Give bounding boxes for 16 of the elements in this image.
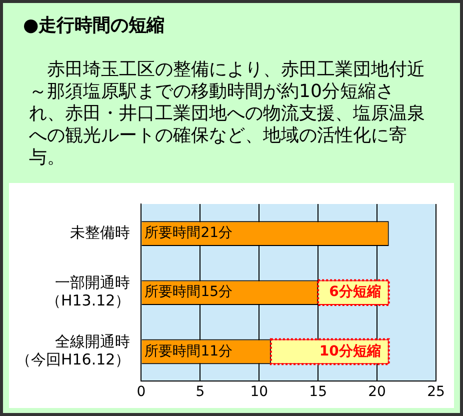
x-tick-label: 20 <box>368 384 386 400</box>
x-tick-label: 10 <box>250 384 268 400</box>
x-tick-label: 15 <box>309 384 328 400</box>
x-tick-label: 0 <box>136 384 146 400</box>
chart-subtitle: 赤田埼玉工区の整備により、赤田工業団地付近～那須塩原駅までの移動時間が約10分短縮され、赤田・井口工業団地への物流支援、塩原温泉への観光ルートの確保など、地域の活性化に寄与。 <box>29 59 426 169</box>
data-label: 所要時間21分 <box>144 225 233 242</box>
y-tick-label: 未整備時 <box>70 223 130 242</box>
x-tick-label: 5 <box>196 384 205 400</box>
data-label: 6分短縮 <box>329 283 381 300</box>
x-tick-label: 25 <box>427 384 445 400</box>
chart-title: ●走行時間の短縮 <box>23 14 165 37</box>
data-label: 所要時間15分 <box>144 284 233 300</box>
data-label: 10分短縮 <box>319 342 381 360</box>
y-tick-label: 全線開通時（今回H16.12） <box>16 332 130 369</box>
data-label: 所要時間11分 <box>144 343 233 360</box>
y-tick-label: 一部開通時（H13.12） <box>46 273 130 310</box>
